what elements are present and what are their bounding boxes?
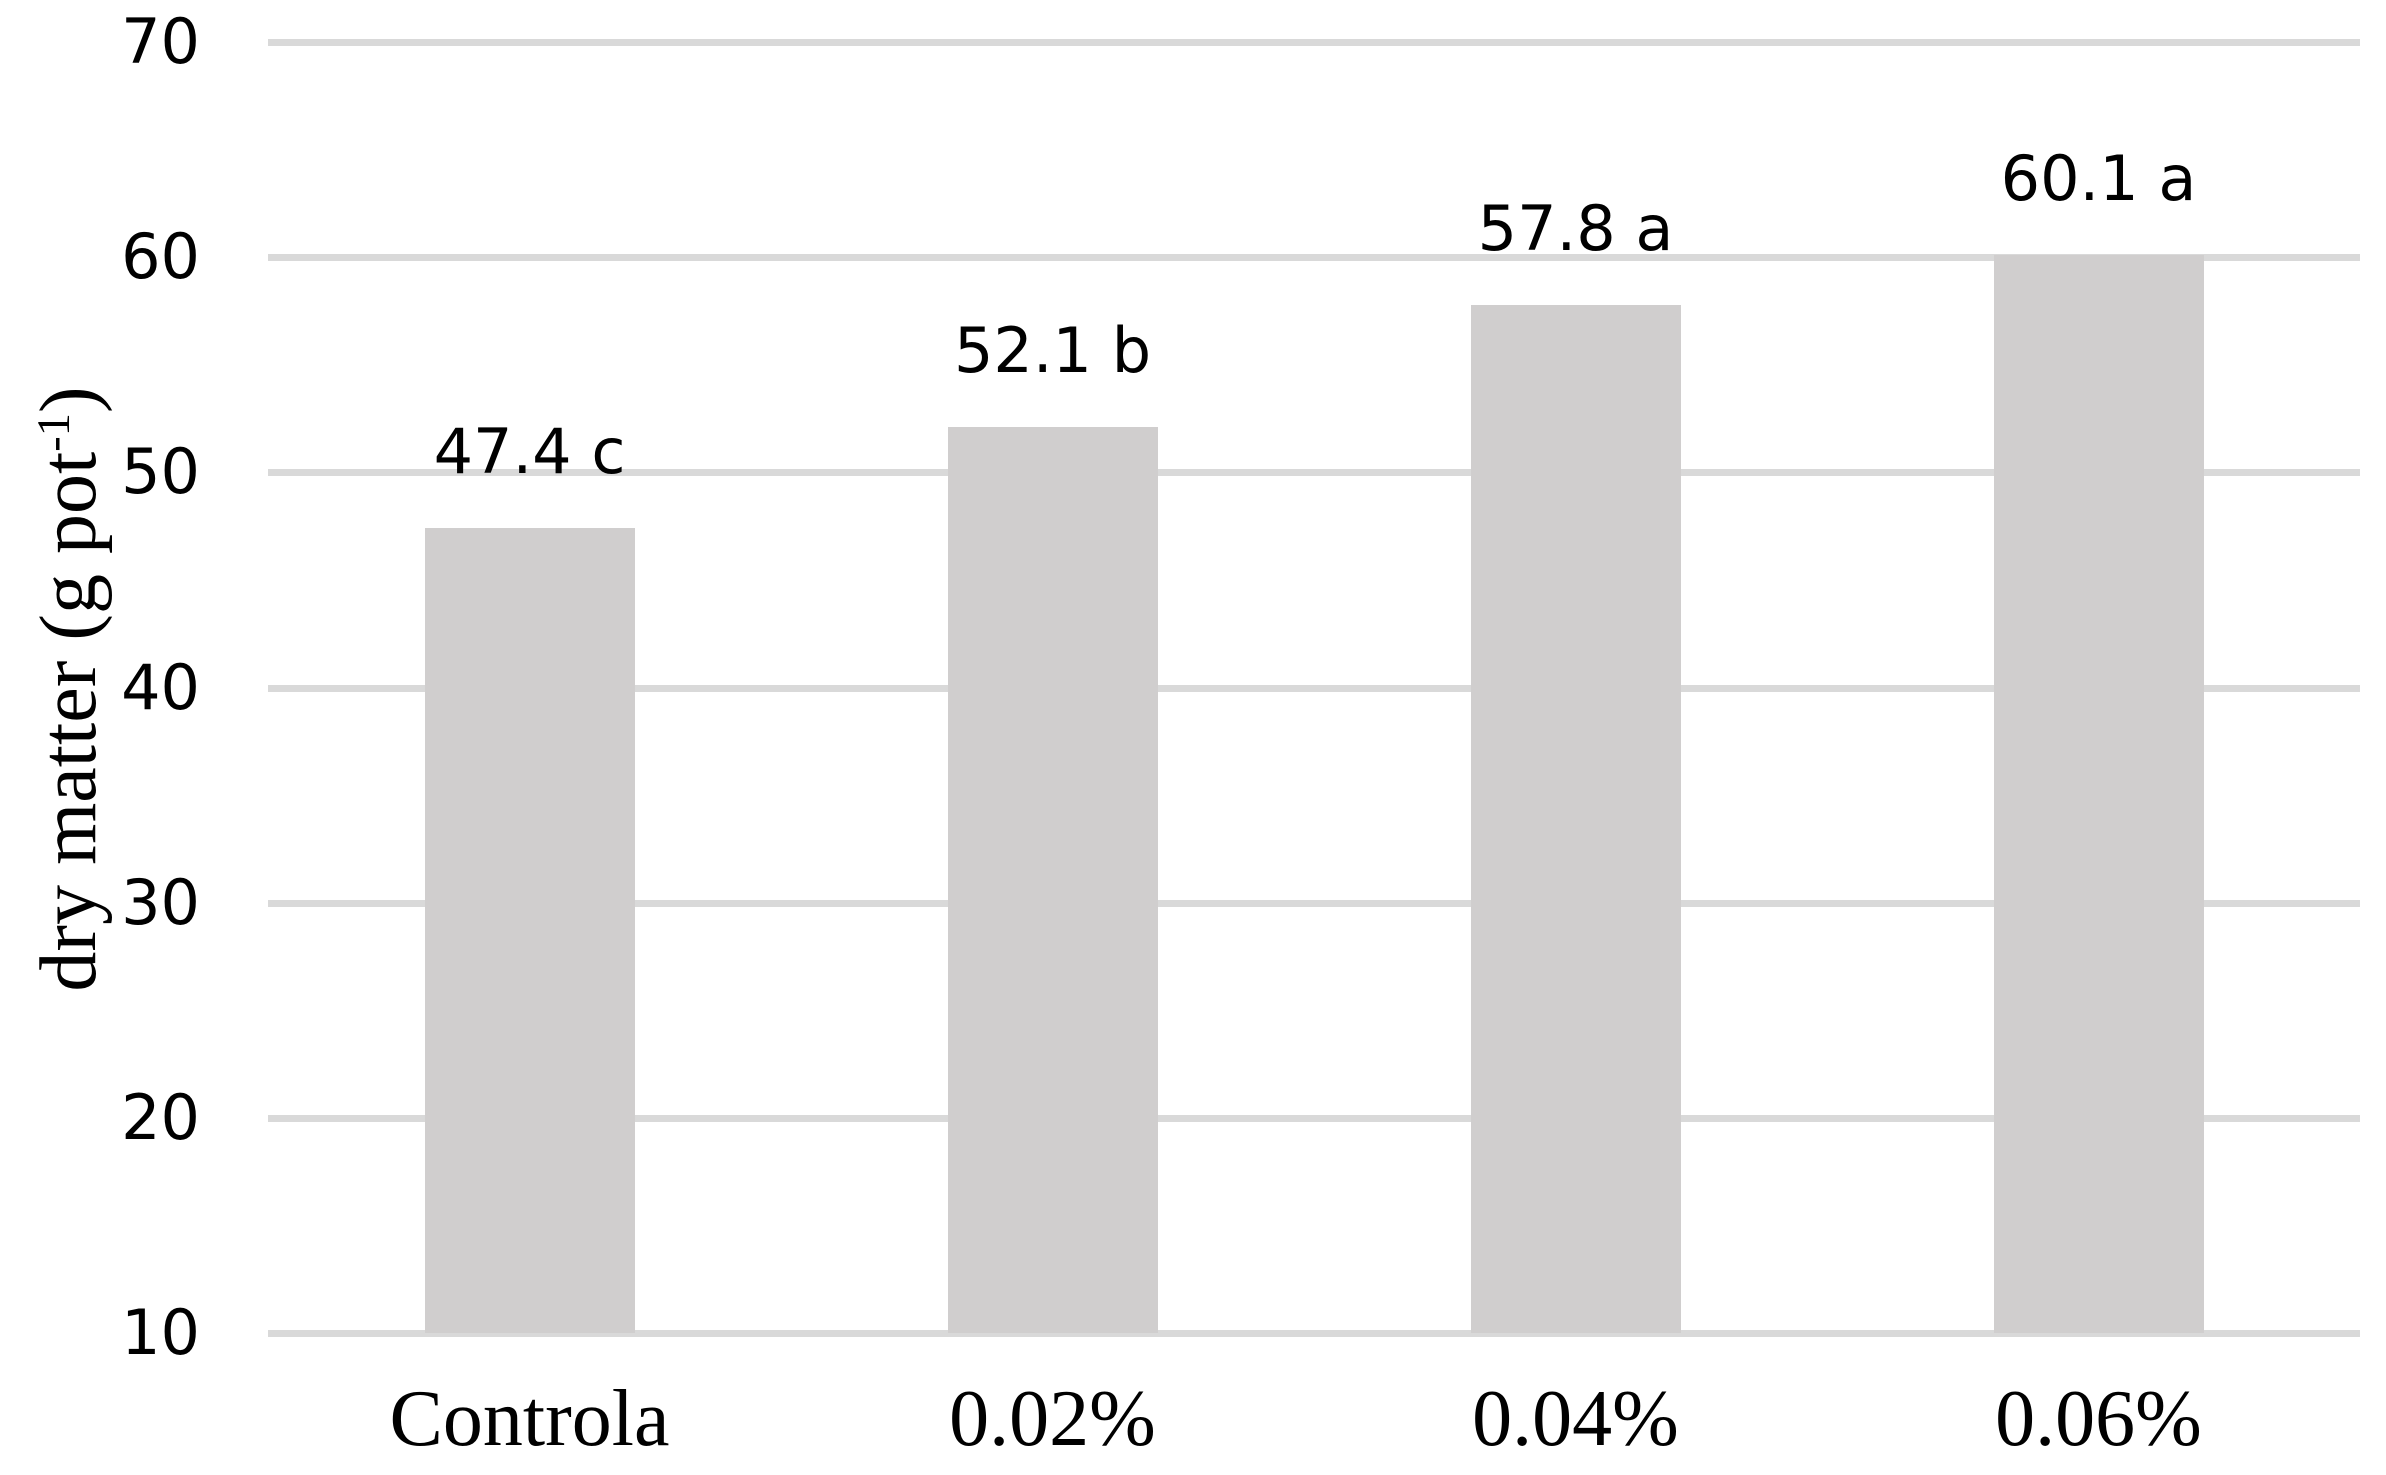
gridline (268, 469, 2360, 477)
y-tick-label: 10 (121, 1296, 200, 1369)
bar (1470, 304, 1681, 1333)
bar-value-label: 52.1 b (953, 313, 1152, 387)
gridline (268, 1114, 2360, 1122)
gridline (268, 684, 2360, 692)
bar (1993, 255, 2204, 1333)
y-tick-label: 40 (121, 650, 200, 724)
y-tick-label: 20 (121, 1080, 200, 1154)
bar-value-label: 47.4 c (433, 415, 626, 489)
bar-value-label: 60.1 a (2000, 141, 2197, 215)
gridline (268, 39, 2360, 46)
x-category-label: Controla (389, 1375, 670, 1463)
y-tick-label: 50 (121, 435, 200, 509)
x-category-label: 0.02% (949, 1375, 1156, 1463)
x-category-label: 0.04% (1472, 1375, 1679, 1463)
gridline (268, 1330, 2360, 1337)
y-tick-label: 60 (121, 220, 200, 294)
y-tick-label: 30 (121, 865, 200, 939)
y-axis-title-close-paren: ) (25, 386, 113, 414)
bar (424, 528, 635, 1333)
x-category-label: 0.06% (1995, 1375, 2202, 1463)
bar (947, 427, 1158, 1333)
gridline (268, 254, 2360, 262)
bar-value-label: 57.8 a (1477, 191, 1674, 265)
y-tick-label: 70 (121, 5, 200, 78)
gridline (268, 899, 2360, 907)
